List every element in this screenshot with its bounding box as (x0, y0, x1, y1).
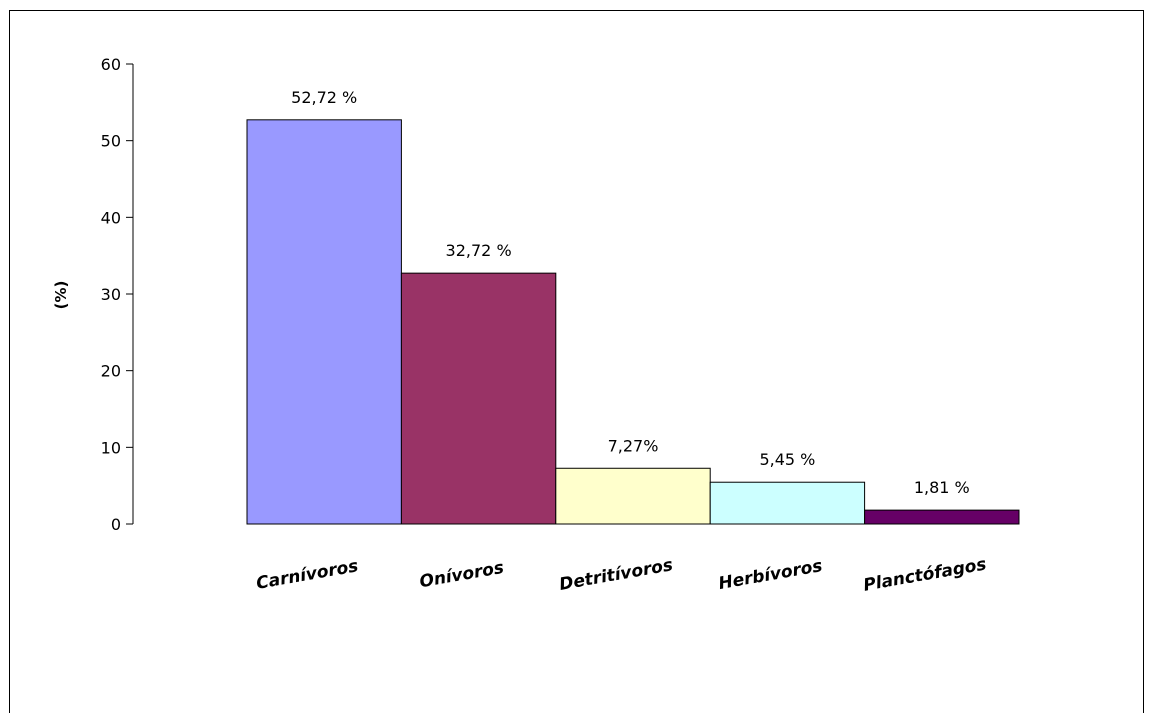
data-label-2: 7,27% (608, 436, 659, 455)
y-tick-label: 30 (101, 285, 121, 304)
bar-2 (555, 467, 711, 525)
y-tick-label: 40 (101, 208, 121, 227)
category-labels: Carnívoros Onívoros Detritívoros Herbívoros… (255, 554, 988, 595)
bar-0 (246, 119, 402, 525)
data-label-3: 5,45 % (759, 450, 815, 469)
data-label-0: 52,72 % (291, 88, 357, 107)
data-label-4: 1,81 % (914, 478, 970, 497)
category-label-3: Herbívoros (717, 556, 824, 594)
data-label-1: 32,72 % (446, 241, 512, 260)
y-axis: 0 10 20 30 40 50 60 (101, 55, 134, 534)
bars (246, 119, 1020, 525)
category-label-0: Carnívoros (255, 556, 360, 594)
y-tick-label: 60 (101, 55, 121, 74)
category-label-4: Planctófagos (862, 554, 988, 595)
category-label-1: Onívoros (418, 558, 506, 593)
bar-4 (864, 509, 1020, 525)
category-label-2: Detritívoros (558, 555, 675, 595)
y-axis-label: (%) (52, 281, 70, 310)
bar-3 (709, 481, 866, 525)
y-tick-label: 10 (101, 438, 121, 457)
bar-1 (400, 272, 557, 525)
data-labels: 52,72 % 32,72 % 7,27% 5,45 % 1,81 % (291, 88, 970, 497)
y-tick-label: 50 (101, 132, 121, 151)
chart-frame (9, 10, 1144, 713)
y-tick-label: 0 (111, 515, 121, 534)
y-tick-label: 20 (101, 362, 121, 381)
